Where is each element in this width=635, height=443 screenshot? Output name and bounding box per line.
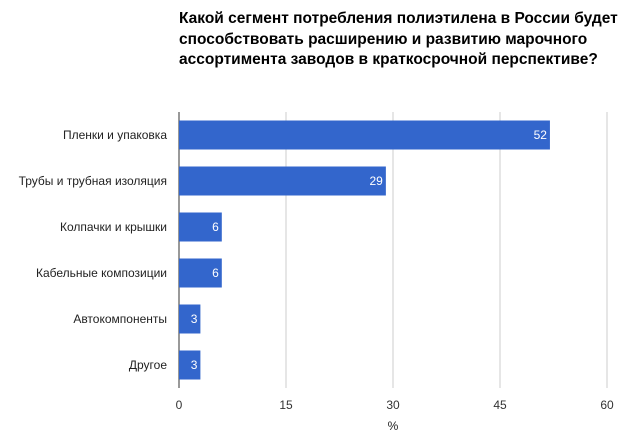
x-tick-label: 15: [279, 398, 293, 412]
data-label: 29: [370, 174, 384, 188]
bar: [179, 304, 201, 334]
category-label: Пленки и упаковка: [63, 128, 167, 142]
x-tick-label: 30: [386, 398, 400, 412]
data-label: 6: [212, 266, 219, 280]
category-label: Кабельные композиции: [36, 266, 167, 280]
x-tick-label: 0: [176, 398, 183, 412]
grid-lines: [178, 112, 608, 388]
bar: [179, 350, 201, 380]
data-label: 6: [212, 220, 219, 234]
bar: [179, 120, 550, 150]
data-label: 52: [534, 128, 548, 142]
data-label: 3: [191, 358, 198, 372]
bar: [179, 258, 222, 288]
chart-title: Какой сегмент потребления полиэтилена в …: [179, 10, 618, 68]
x-axis-title: %: [388, 419, 399, 433]
category-label: Трубы и трубная изоляция: [19, 174, 167, 188]
labels: 0 15 30 45 60 52 Пленки и упаковка 29 Трубы и тр…: [19, 128, 614, 412]
data-label: 3: [191, 312, 198, 326]
category-label: Колпачки и крышки: [60, 220, 167, 234]
bars: [179, 120, 550, 380]
bar: [179, 166, 386, 196]
x-tick-label: 45: [493, 398, 507, 412]
category-label: Автокомпоненты: [73, 312, 167, 326]
bar: [179, 212, 222, 242]
x-tick-label: 60: [600, 398, 614, 412]
category-label: Другое: [129, 358, 167, 372]
